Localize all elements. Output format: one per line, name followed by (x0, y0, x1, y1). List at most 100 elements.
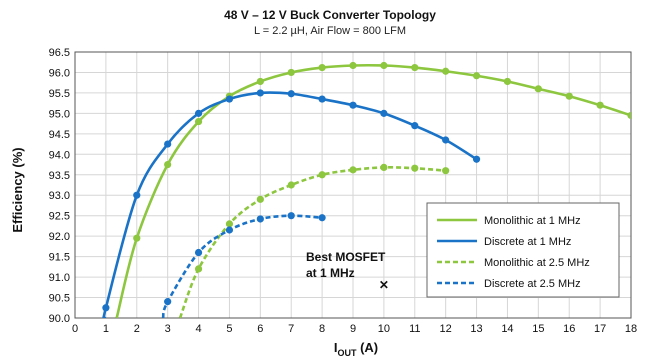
data-point (287, 181, 295, 189)
y-tick-label: 90.0 (49, 313, 70, 325)
y-tick-label: 96.5 (49, 47, 70, 59)
data-point (442, 167, 450, 175)
x-tick-label: 15 (532, 323, 544, 335)
legend-label-discrete-at-1-mhz: Discrete at 1 MHz (484, 236, 571, 248)
data-point (380, 61, 388, 70)
data-point (318, 214, 326, 222)
x-tick-label: 14 (501, 323, 513, 335)
x-tick-label: 8 (319, 323, 325, 335)
x-tick-label: 4 (195, 323, 201, 335)
y-tick-label: 94.0 (49, 149, 70, 161)
data-point (133, 234, 141, 242)
data-point (472, 155, 481, 163)
series-discrete-at-2-5-mhz (161, 212, 326, 318)
data-point (472, 72, 481, 80)
x-tick-label: 18 (625, 323, 637, 335)
y-tick-label: 95.0 (49, 108, 70, 120)
x-tick-label: 2 (134, 323, 140, 335)
plot-frame (74, 51, 632, 319)
x-tick-label: 16 (563, 323, 575, 335)
data-point (349, 166, 357, 174)
data-point (318, 63, 326, 72)
x-tick-label: 13 (470, 323, 482, 335)
y-tick-labels: 90.0 90.5 91.0 91.5 92.0 92.5 93.0 93.5 94.0 94.5… (49, 47, 70, 325)
x-tick-label: 6 (257, 323, 263, 335)
y-tick-label: 95.5 (49, 88, 70, 100)
data-point (256, 77, 264, 86)
y-axis-label: Efficiency (%) (10, 147, 25, 232)
x-tick-label: 10 (378, 323, 390, 335)
x-tick-label: 11 (409, 323, 420, 335)
data-point (380, 109, 388, 117)
data-point (256, 215, 264, 223)
x-tick-labels: 0 1 2 3 4 5 6 7 8 9 10 11 12 13 14 15 16 17 18 (72, 323, 637, 335)
data-point (503, 77, 512, 86)
chart-subtitle: L = 2.2 µH, Air Flow = 800 LFM (254, 25, 406, 37)
y-tick-label: 94.5 (49, 129, 70, 141)
data-point (349, 101, 357, 109)
series-line-discrete-at-1-mhz (102, 91, 478, 318)
x-axis-label-main: I (334, 340, 338, 355)
data-point (287, 212, 295, 220)
y-tick-label: 96.0 (49, 67, 70, 79)
data-point (256, 195, 264, 203)
x-tick-label: 3 (165, 323, 171, 335)
legend-label-discrete-at-2-5-mhz: Discrete at 2.5 MHz (484, 278, 581, 290)
legend-label-monolithic-at-1-mhz: Monolithic at 1 MHz (484, 215, 581, 227)
data-point (225, 95, 234, 103)
series-line-monolithic-at-2-5-mhz (178, 166, 446, 318)
x-tick-label: 7 (288, 323, 294, 335)
series-monolithic-at-1-mhz (115, 61, 631, 318)
data-point (318, 95, 326, 103)
data-point (349, 61, 357, 70)
series-discrete-at-1-mhz (102, 89, 481, 318)
x-tick-label: 9 (350, 323, 356, 335)
x-tick-label: 1 (103, 323, 109, 335)
y-tick-label: 93.5 (49, 170, 70, 182)
data-point (164, 160, 172, 169)
y-tick-label: 92.5 (49, 211, 70, 223)
x-tick-label: 12 (440, 323, 452, 335)
data-point (102, 304, 110, 312)
best-mosfet-annotation: Best MOSFET at 1 MHz ✕ (306, 250, 389, 292)
legend-box (426, 202, 620, 298)
data-point (380, 163, 388, 172)
y-tick-label: 91.0 (49, 272, 70, 284)
data-point (596, 101, 604, 109)
annotation-line1: Best MOSFET (306, 250, 386, 264)
chart-title: 48 V – 12 V Buck Converter Topology (224, 8, 436, 22)
x-axis-label-subscript: OUT (337, 348, 357, 358)
series-layer (102, 61, 631, 318)
legend: Monolithic at 1 MHz Discrete at 1 MHz Mono… (426, 202, 620, 298)
series-monolithic-at-2-5-mhz (178, 163, 450, 318)
data-point (194, 265, 203, 273)
data-point (442, 136, 450, 144)
data-point (194, 109, 203, 117)
data-point (287, 90, 295, 98)
data-point (627, 111, 631, 120)
data-point (164, 140, 172, 148)
data-point (194, 248, 203, 257)
data-point (225, 226, 234, 234)
data-point (194, 117, 203, 126)
data-point (287, 68, 295, 77)
data-point (534, 85, 542, 93)
x-axis-label-unit: (A) (356, 340, 378, 355)
y-tick-label: 92.0 (49, 231, 70, 243)
y-tick-label: 93.0 (49, 190, 70, 202)
x-tick-label: 0 (72, 323, 78, 335)
data-point (411, 63, 419, 72)
y-tick-label: 91.5 (49, 252, 70, 264)
series-line-discrete-at-2-5-mhz (161, 214, 323, 318)
data-point (442, 67, 450, 75)
y-tick-label: 90.5 (49, 293, 70, 305)
data-point (256, 89, 264, 97)
data-point (318, 171, 326, 179)
data-point (164, 298, 172, 306)
best-mosfet-marker-icon: ✕ (379, 278, 389, 292)
data-point (133, 191, 141, 199)
x-tick-label: 5 (226, 323, 232, 335)
x-tick-label: 17 (594, 323, 606, 335)
data-point (225, 220, 234, 228)
